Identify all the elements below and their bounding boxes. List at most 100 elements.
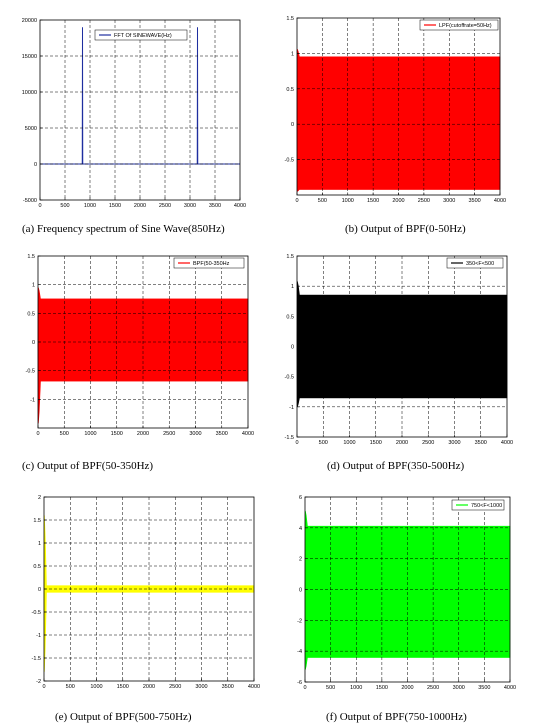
x-tick-label: 2000 xyxy=(137,431,149,437)
x-tick-label: 500 xyxy=(319,440,328,446)
legend-box xyxy=(94,29,188,41)
y-tick-label: 0.5 xyxy=(286,314,294,320)
x-tick-label: 2500 xyxy=(427,685,439,691)
x-tick-label: 2500 xyxy=(159,203,171,209)
chart-panel-4: 0 500 1000 1500 2000 2500 3000 3500 4000 -1.5 -1 -0… xyxy=(285,254,514,472)
y-tick-label: 2 xyxy=(299,557,302,563)
x-tick-label: 1000 xyxy=(350,685,362,691)
y-tick-label: -0.5 xyxy=(285,375,294,381)
chart-caption: (f) Output of BPF(750-1000Hz) xyxy=(326,711,467,723)
chart-caption: (c) Output of BPF(50-350Hz) xyxy=(22,460,153,472)
x-tick-label: 4000 xyxy=(501,440,513,446)
x-tick-label: 3000 xyxy=(453,685,465,691)
y-tick-label: 4 xyxy=(299,526,302,532)
legend-box xyxy=(419,19,499,31)
chart-panel-2: 0 500 1000 1500 2000 2500 3000 3500 4000 -0.5 0 0.5… xyxy=(285,16,507,235)
chart-panel-3: 0 500 1000 1500 2000 2500 3000 3500 4000 -1 -0.5 0 0… xyxy=(22,254,254,472)
x-tick-label: 500 xyxy=(66,684,75,690)
x-tick-label: 2000 xyxy=(396,440,408,446)
x-tick-label: 4000 xyxy=(504,685,516,691)
y-tick-label: 20000 xyxy=(22,18,37,24)
y-tick-label: -0.5 xyxy=(32,610,41,616)
x-tick-label: 1000 xyxy=(342,198,354,204)
y-tick-label: 1 xyxy=(32,283,35,289)
chart-panel-6: 0 500 1000 1500 2000 2500 3000 3500 4000 -6 -4 -2 0 2… xyxy=(297,495,516,723)
y-tick-label: -6 xyxy=(297,680,302,686)
y-tick-label: 0 xyxy=(291,345,294,351)
chart-panel-1: 0 500 1000 1500 2000 2500 3000 3500 4000-5000050… xyxy=(22,18,246,235)
x-tick-label: 500 xyxy=(318,198,327,204)
y-tick-label: 0 xyxy=(291,122,294,128)
x-tick-label: 1500 xyxy=(109,203,121,209)
y-tick-label: -0.5 xyxy=(26,369,35,375)
x-tick-label: 3000 xyxy=(195,684,207,690)
x-tick-label: 4000 xyxy=(248,684,260,690)
x-tick-label: 1500 xyxy=(370,440,382,446)
x-tick-label: 3000 xyxy=(448,440,460,446)
y-tick-label: 0.5 xyxy=(33,564,41,570)
y-tick-label: -1.5 xyxy=(32,656,41,662)
y-tick-label: -0.5 xyxy=(285,158,294,164)
x-tick-label: 3500 xyxy=(469,198,481,204)
chart-caption: (a) Frequency spectrum of Sine Wave(850H… xyxy=(22,223,225,235)
x-tick-label: 500 xyxy=(60,203,69,209)
y-tick-label: -1 xyxy=(289,405,294,411)
y-tick-label: 0 xyxy=(299,588,302,594)
x-tick-label: 1500 xyxy=(367,198,379,204)
x-tick-label: 1500 xyxy=(117,684,129,690)
legend: 750<F<1000 xyxy=(451,499,505,511)
x-tick-label: 2000 xyxy=(401,685,413,691)
y-tick-label: 1.5 xyxy=(286,254,294,260)
x-tick-label: 4000 xyxy=(494,198,506,204)
legend: LPF(cutoffrate=50Hz) xyxy=(419,19,499,31)
legend-label: FFT Of SINEWAVE(Hz) xyxy=(114,33,172,39)
x-tick-label: 1000 xyxy=(90,684,102,690)
x-tick-label: 3000 xyxy=(443,198,455,204)
x-tick-label: 1000 xyxy=(84,203,96,209)
x-tick-label: 1000 xyxy=(84,431,96,437)
x-tick-label: 2500 xyxy=(418,198,430,204)
legend-box xyxy=(173,257,245,269)
y-tick-label: -1.5 xyxy=(285,435,294,441)
y-tick-label: -5000 xyxy=(23,198,37,204)
y-tick-label: 0.5 xyxy=(27,311,35,317)
legend-box xyxy=(451,499,505,511)
x-tick-label: 2500 xyxy=(169,684,181,690)
x-tick-label: 3500 xyxy=(222,684,234,690)
chart-caption: (b) Output of BPF(0-50Hz) xyxy=(345,223,466,235)
x-tick-label: 0 xyxy=(295,198,298,204)
y-tick-label: 1.5 xyxy=(33,518,41,524)
x-tick-label: 3500 xyxy=(209,203,221,209)
y-tick-label: -4 xyxy=(297,649,302,655)
y-tick-label: 15000 xyxy=(22,54,37,60)
y-tick-label: 6 xyxy=(299,495,302,501)
x-tick-label: 0 xyxy=(295,440,298,446)
x-tick-label: 2500 xyxy=(163,431,175,437)
x-tick-label: 3000 xyxy=(184,203,196,209)
chart-caption: (e) Output of BPF(500-750Hz) xyxy=(55,711,192,723)
x-tick-label: 0 xyxy=(42,684,45,690)
y-tick-label: -2 xyxy=(36,679,41,685)
y-tick-label: 1.5 xyxy=(286,16,294,22)
y-tick-label: 1 xyxy=(291,284,294,290)
legend-label: 350<F<500 xyxy=(466,261,494,267)
x-tick-label: 2500 xyxy=(422,440,434,446)
x-tick-label: 2000 xyxy=(134,203,146,209)
x-tick-label: 0 xyxy=(36,431,39,437)
y-tick-label: 5000 xyxy=(25,126,37,132)
legend: 350<F<500 xyxy=(446,257,504,269)
x-tick-label: 3500 xyxy=(216,431,228,437)
y-tick-label: 0 xyxy=(34,162,37,168)
y-tick-label: 0.5 xyxy=(286,87,294,93)
y-tick-label: -1 xyxy=(30,397,35,403)
y-tick-label: 1 xyxy=(291,51,294,57)
y-tick-label: 0 xyxy=(32,340,35,346)
x-tick-label: 1000 xyxy=(343,440,355,446)
legend-label: BPF(50-350Hz xyxy=(193,261,230,267)
x-tick-label: 1500 xyxy=(111,431,123,437)
x-tick-label: 500 xyxy=(60,431,69,437)
x-tick-label: 4000 xyxy=(242,431,254,437)
y-tick-label: 0 xyxy=(38,587,41,593)
x-tick-label: 3000 xyxy=(189,431,201,437)
